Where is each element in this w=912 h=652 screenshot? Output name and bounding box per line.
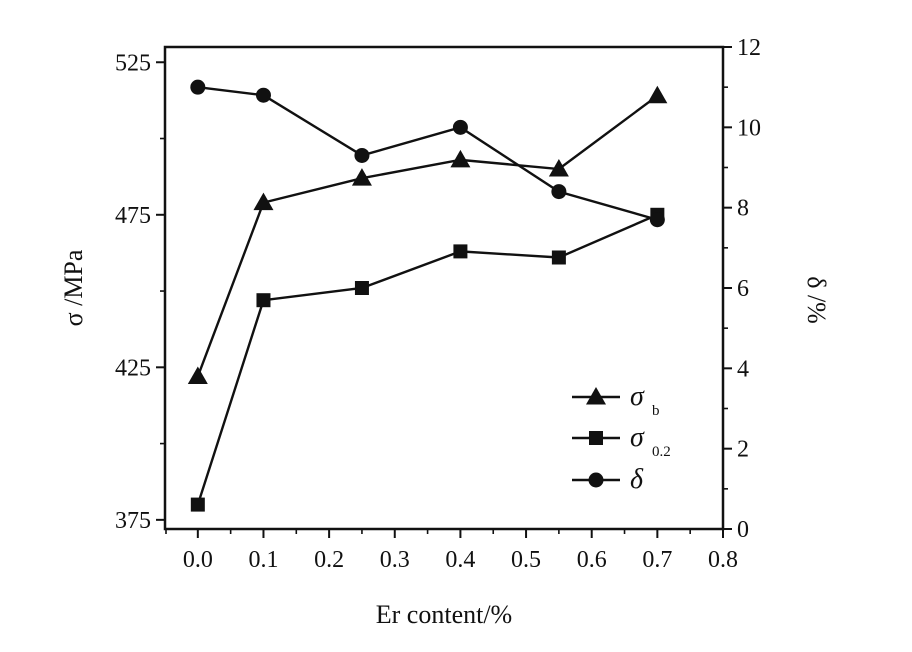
data-point [551, 250, 566, 265]
x-tick-label: 0.1 [248, 547, 278, 573]
data-point [253, 192, 274, 211]
left-y-tick-label: 475 [115, 203, 151, 229]
series-line [196, 94, 659, 377]
data-point [453, 244, 468, 259]
x-tick-label: 0.2 [314, 547, 344, 573]
legend-label: σ [630, 381, 645, 412]
left-y-axis-label: σ /MPa [59, 249, 88, 326]
right-y-axis-label: δ /% [802, 276, 831, 324]
data-point [548, 159, 569, 177]
plot-frame [163, 45, 725, 531]
data-point [647, 85, 668, 104]
data-point [187, 366, 208, 384]
data-point [190, 497, 205, 512]
right-y-tick-label: 0 [737, 517, 749, 543]
right-y-tick-label: 12 [737, 35, 761, 61]
x-tick-label: 0.7 [642, 547, 672, 573]
data-point [255, 87, 271, 103]
series-layer [187, 79, 668, 512]
legend-label: σ [630, 422, 645, 453]
x-tick-label: 0.5 [511, 547, 541, 573]
right-y-axis-ticks: 0 2 4 6 8 10 12 [723, 35, 761, 543]
data-point [190, 79, 206, 95]
x-tick-label: 0.0 [183, 547, 213, 573]
legend-marker [586, 387, 606, 405]
data-point [354, 281, 369, 295]
data-point [649, 212, 665, 228]
left-y-tick-label: 425 [115, 355, 151, 381]
x-tick-label: 0.3 [380, 547, 410, 573]
right-y-tick-label: 2 [737, 437, 749, 463]
x-axis-ticks: 0.0 0.1 0.2 0.3 0.4 0.5 0.6 0.7 0.8 [165, 529, 738, 573]
legend-subscript: 0.2 [652, 444, 671, 460]
legend-marker [588, 472, 604, 488]
right-y-tick-label: 6 [737, 276, 749, 302]
legend-label: δ [630, 464, 644, 495]
right-y-tick-label: 8 [737, 196, 749, 222]
x-tick-label: 0.8 [708, 547, 738, 573]
data-point [551, 184, 567, 200]
legend-subscript: b [652, 403, 660, 419]
data-point [450, 149, 471, 168]
left-y-axis-ticks: 375 425 475 525 [115, 50, 165, 534]
series-line [196, 213, 658, 505]
data-point [452, 119, 468, 135]
data-point [351, 168, 372, 186]
data-point [354, 147, 370, 163]
right-y-tick-label: 4 [737, 356, 749, 382]
x-tick-label: 0.4 [445, 547, 475, 573]
x-axis-label: Er content/% [376, 600, 512, 629]
left-y-tick-label: 375 [115, 508, 151, 534]
legend-marker [589, 431, 603, 445]
series-line [197, 85, 658, 221]
right-y-tick-label: 10 [737, 115, 761, 141]
data-point [256, 293, 271, 308]
left-y-tick-label: 525 [115, 50, 151, 76]
x-tick-label: 0.6 [577, 547, 607, 573]
legend: σ bσ 0.2 δ [572, 381, 671, 495]
